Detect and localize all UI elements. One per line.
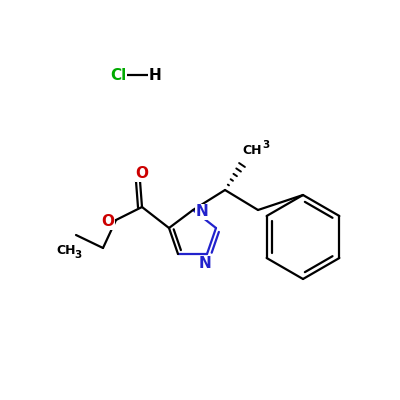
Text: 3: 3 bbox=[262, 140, 270, 150]
Text: 3: 3 bbox=[74, 250, 82, 260]
Text: O: O bbox=[102, 214, 114, 230]
Text: O: O bbox=[136, 166, 148, 182]
Text: N: N bbox=[199, 256, 211, 272]
Text: N: N bbox=[196, 204, 208, 220]
Text: H: H bbox=[149, 68, 161, 82]
Text: Cl: Cl bbox=[110, 68, 126, 82]
Text: CH: CH bbox=[56, 244, 76, 256]
Text: CH: CH bbox=[242, 144, 262, 156]
